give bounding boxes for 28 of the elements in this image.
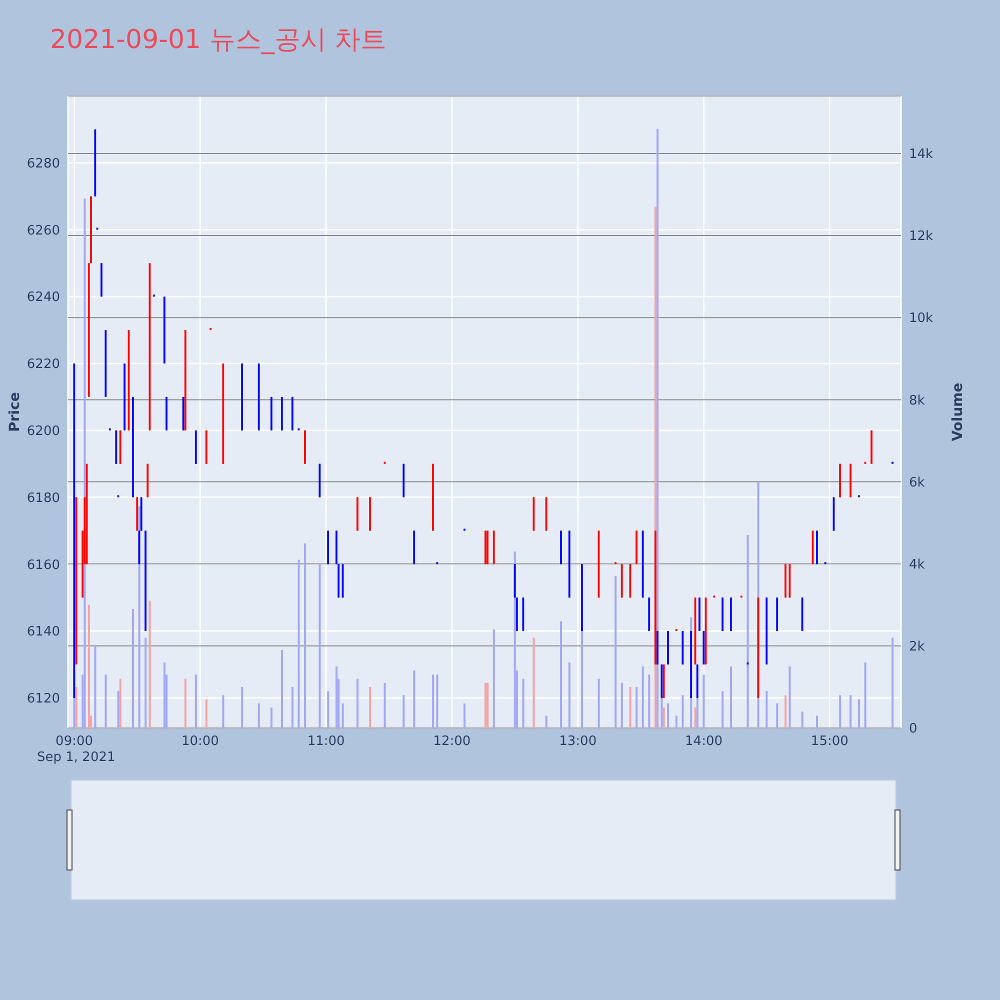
- y2-axis-title: Volume: [950, 382, 966, 442]
- y2-tick-label: 4k: [909, 557, 926, 572]
- y-tick-label: 6200: [26, 424, 60, 440]
- y-tick-label: 6280: [26, 156, 60, 172]
- y2-tick-label: 14k: [909, 147, 934, 162]
- x-tick-label: 10:00: [181, 734, 219, 750]
- y-tick-label: 6220: [26, 357, 60, 372]
- y2-tick-label: 8k: [909, 393, 926, 408]
- y2-tick-label: 0: [909, 722, 918, 737]
- y-axis-title: Price: [6, 392, 23, 432]
- y-tick-label: 6260: [26, 223, 60, 238]
- y2-tick-label: 6k: [909, 475, 926, 490]
- y-tick-label: 6240: [26, 290, 60, 306]
- x-tick-label: 12:00: [433, 734, 471, 750]
- y-tick-label: 6180: [26, 490, 60, 506]
- y-tick-label: 6120: [26, 692, 60, 707]
- x-tick-label: 11:00: [307, 734, 345, 750]
- x-tick-label: 09:00: [56, 734, 94, 750]
- y2-tick-label: 10k: [909, 311, 934, 326]
- y2-tick-label: 12k: [909, 229, 934, 244]
- x-tick-label: 15:00: [810, 734, 848, 750]
- text: Sep 1, 2021: [37, 750, 116, 765]
- y-tick-label: 6160: [26, 558, 60, 573]
- y-tick-label: 6140: [26, 624, 60, 640]
- chart-title: 2021-09-01 뉴스_공시 차트: [50, 24, 387, 57]
- y2-tick-label: 2k: [909, 640, 926, 655]
- x-tick-label: 14:00: [685, 734, 722, 750]
- x-tick-label: 13:00: [559, 734, 597, 750]
